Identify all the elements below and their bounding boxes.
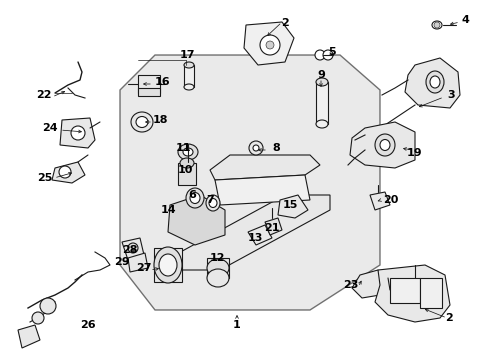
Polygon shape [122, 238, 143, 260]
Ellipse shape [315, 120, 327, 128]
Ellipse shape [208, 198, 217, 207]
Polygon shape [120, 55, 379, 310]
Ellipse shape [185, 188, 203, 208]
Text: 16: 16 [155, 77, 170, 87]
Circle shape [323, 50, 332, 60]
Polygon shape [404, 58, 459, 108]
Polygon shape [349, 122, 414, 168]
Polygon shape [351, 270, 384, 298]
Text: 2: 2 [281, 18, 288, 28]
Text: 14: 14 [160, 205, 176, 215]
Polygon shape [209, 155, 319, 180]
Bar [389, 278, 419, 303]
Ellipse shape [379, 140, 389, 150]
Bar [138, 75, 160, 93]
Bar [138, 88, 160, 96]
Bar [419, 278, 441, 308]
Ellipse shape [315, 78, 327, 86]
Circle shape [71, 126, 85, 140]
Polygon shape [215, 175, 309, 205]
Text: 4: 4 [461, 15, 469, 25]
Ellipse shape [190, 193, 200, 203]
Polygon shape [369, 192, 389, 210]
Text: 3: 3 [446, 90, 454, 100]
Text: 1: 1 [233, 320, 241, 330]
Polygon shape [160, 195, 329, 270]
Text: 6: 6 [188, 190, 196, 200]
Text: 18: 18 [153, 115, 168, 125]
Text: 5: 5 [327, 47, 335, 57]
Ellipse shape [131, 112, 153, 132]
Text: 15: 15 [282, 200, 297, 210]
Text: 22: 22 [37, 90, 52, 100]
Polygon shape [60, 118, 95, 148]
Polygon shape [18, 325, 40, 348]
Bar [183, 65, 194, 87]
Circle shape [314, 50, 325, 60]
Ellipse shape [431, 21, 441, 29]
Ellipse shape [183, 84, 194, 90]
Text: 21: 21 [264, 223, 279, 233]
Ellipse shape [429, 76, 439, 88]
Ellipse shape [183, 148, 193, 156]
Circle shape [128, 243, 138, 253]
Bar [154, 248, 182, 282]
Text: 28: 28 [122, 245, 138, 255]
Text: 11: 11 [175, 143, 190, 153]
Text: 24: 24 [42, 123, 58, 133]
Ellipse shape [136, 117, 148, 127]
Polygon shape [244, 22, 293, 65]
Text: 10: 10 [177, 165, 192, 175]
Polygon shape [52, 162, 85, 183]
Text: 9: 9 [316, 70, 324, 80]
Circle shape [248, 141, 263, 155]
Ellipse shape [374, 134, 394, 156]
Circle shape [59, 166, 71, 178]
Polygon shape [168, 195, 224, 245]
Ellipse shape [205, 195, 220, 211]
Text: 19: 19 [407, 148, 422, 158]
Text: 8: 8 [271, 143, 279, 153]
Text: 20: 20 [382, 195, 398, 205]
Text: 23: 23 [342, 280, 357, 290]
Circle shape [252, 145, 259, 151]
Bar [206, 258, 228, 278]
Text: 25: 25 [37, 173, 52, 183]
Ellipse shape [159, 254, 177, 276]
Text: 13: 13 [247, 233, 262, 243]
Ellipse shape [180, 158, 194, 168]
Polygon shape [264, 218, 282, 235]
Circle shape [265, 41, 273, 49]
Circle shape [433, 22, 439, 28]
Circle shape [260, 35, 280, 55]
Text: 17: 17 [179, 50, 194, 60]
Polygon shape [247, 225, 271, 245]
Text: 29: 29 [114, 257, 129, 267]
Polygon shape [128, 253, 148, 272]
Ellipse shape [154, 247, 182, 283]
Ellipse shape [178, 144, 198, 160]
Polygon shape [374, 265, 449, 322]
Polygon shape [278, 195, 307, 218]
Text: 27: 27 [136, 263, 152, 273]
Text: 2: 2 [444, 313, 452, 323]
Ellipse shape [206, 259, 228, 277]
Text: 7: 7 [206, 195, 213, 205]
Circle shape [32, 312, 44, 324]
Bar [315, 82, 327, 124]
Text: 26: 26 [80, 320, 96, 330]
Ellipse shape [206, 269, 228, 287]
Ellipse shape [183, 62, 194, 68]
Bar [178, 163, 196, 185]
Ellipse shape [425, 71, 443, 93]
Circle shape [40, 298, 56, 314]
Text: 12: 12 [209, 253, 224, 263]
